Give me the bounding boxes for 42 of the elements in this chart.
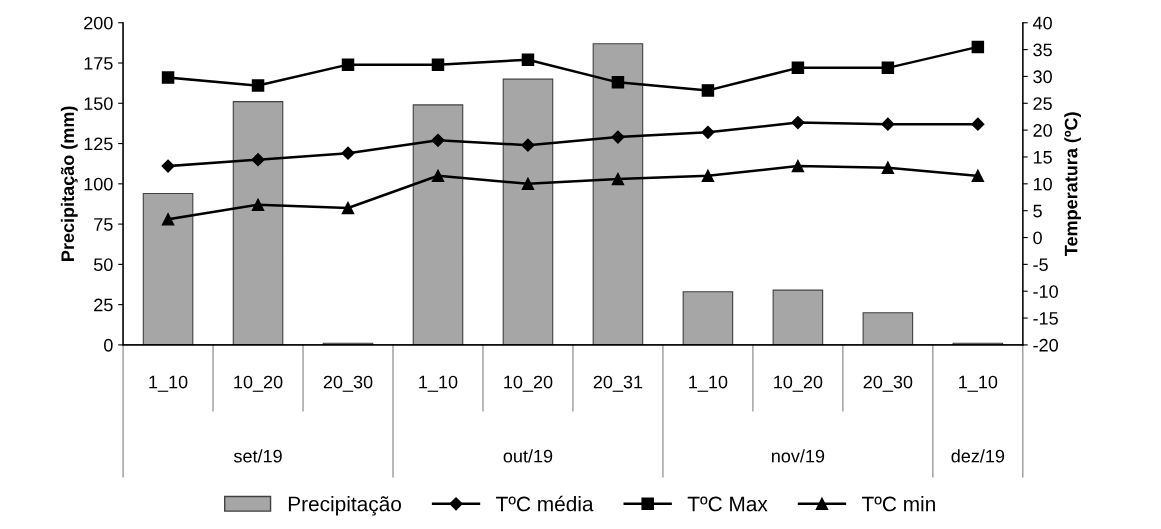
y2-tick-label: -20 — [1033, 338, 1058, 352]
y-tick-label: 50 — [93, 258, 113, 272]
x-tick-label: 20_30 — [863, 375, 913, 392]
x-tick-label: 1_10 — [689, 375, 728, 392]
text: out/19 — [503, 449, 553, 463]
y-tick-label: 175 — [84, 57, 113, 70]
x-tick-label: 1_10 — [419, 375, 458, 392]
y2-tick-label: 10 — [1033, 177, 1052, 191]
text: dez/19 — [951, 449, 1005, 463]
x-tick-label: 10_20 — [234, 375, 283, 392]
x-tick-label: 1_10 — [149, 375, 188, 392]
y2-tick-label: 40 — [1032, 16, 1052, 30]
y2-tick-label: 30 — [1033, 70, 1052, 84]
legend-label: TºC min — [862, 496, 935, 512]
y-tick-label: 25 — [94, 298, 113, 312]
y2-tick-label: -15 — [1033, 312, 1058, 325]
legend-label: TºC média — [496, 495, 594, 512]
x-tick-label: 20_30 — [323, 375, 373, 392]
y-tick-label: 125 — [84, 137, 113, 151]
legend-label: Precipitação — [288, 496, 401, 516]
x-tick-label: 10_20 — [504, 375, 553, 392]
x-tick-label: 10_20 — [774, 375, 823, 392]
x-tick-label: 20_31 — [593, 375, 643, 392]
y2-tick-label: 15 — [1033, 151, 1052, 164]
y-tick-label: 100 — [84, 177, 113, 191]
y2-tick-label: -5 — [1033, 258, 1048, 272]
y-tick-label: 200 — [84, 16, 113, 30]
y2-tick-label: 5 — [1033, 204, 1042, 218]
text: nov/19 — [771, 449, 825, 463]
y2-axis-title: Temperatura (ºC) — [1064, 112, 1082, 256]
y-tick-label: 150 — [84, 97, 113, 111]
y2-tick-label: -10 — [1033, 285, 1058, 298]
y-tick-label: 75 — [94, 218, 113, 231]
legend-label: TºC Max — [687, 496, 768, 512]
text: set/19 — [233, 449, 282, 463]
y2-tick-label: 0 — [1033, 231, 1042, 245]
x-tick-label: 1_10 — [959, 375, 998, 392]
y2-tick-label: 25 — [1033, 97, 1052, 111]
y-axis-title: Precipitação (mm) — [60, 106, 78, 261]
y-tick-label: 0 — [104, 338, 113, 352]
y2-tick-label: 35 — [1033, 43, 1052, 57]
y2-tick-label: 20 — [1033, 124, 1052, 137]
